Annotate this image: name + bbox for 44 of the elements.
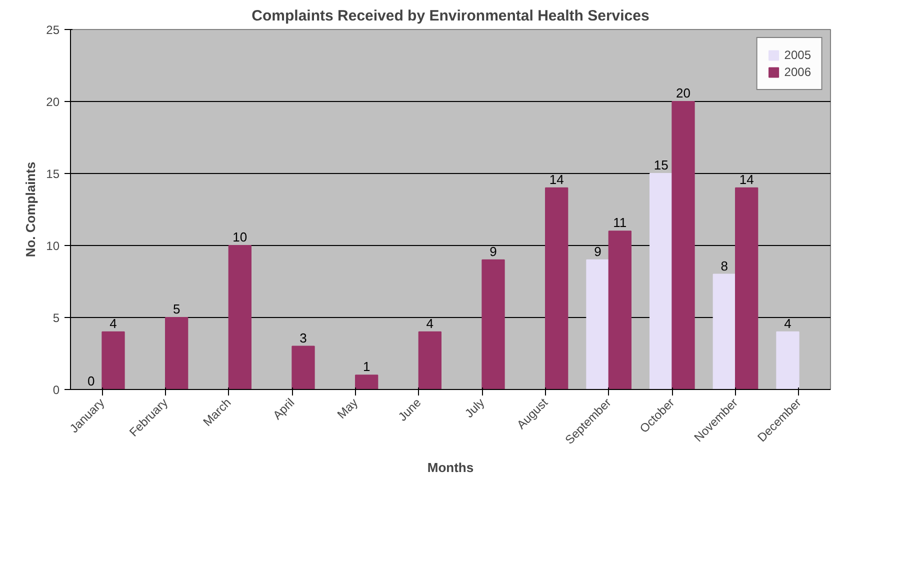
data-label: 14 (549, 172, 564, 187)
legend-label: 2005 (784, 48, 811, 62)
data-label: 15 (654, 158, 668, 172)
x-tick-label: May (334, 396, 360, 422)
data-label: 9 (594, 244, 602, 259)
bar (418, 331, 442, 390)
x-tick-label: July (462, 396, 488, 421)
data-label: 3 (300, 330, 307, 346)
bar (586, 259, 610, 390)
bar (650, 173, 673, 390)
data-label: 4 (784, 316, 792, 331)
data-label: 20 (676, 86, 690, 100)
data-label: 10 (232, 230, 248, 244)
bar (355, 374, 378, 390)
bar (672, 101, 695, 390)
data-label: 9 (490, 244, 497, 259)
bar (228, 245, 252, 390)
bar (608, 230, 632, 390)
y-tick-label: 10 (46, 239, 60, 253)
bar (482, 259, 505, 390)
x-axis-title: Months (427, 460, 474, 475)
bar (102, 331, 125, 390)
y-tick-label: 0 (52, 383, 60, 397)
bar (545, 187, 568, 390)
data-label: 4 (110, 316, 117, 331)
bar (165, 317, 188, 390)
bar (735, 187, 758, 390)
data-label: 8 (720, 258, 728, 274)
data-label: 1 (362, 359, 370, 374)
y-tick-label: 20 (46, 95, 60, 109)
y-tick-label: 25 (46, 23, 60, 37)
bar (712, 274, 736, 390)
y-tick-label: 15 (46, 167, 60, 181)
chart-title: Complaints Received by Environmental Health Services (252, 8, 650, 24)
data-label: 14 (739, 172, 754, 187)
y-axis-title: No. Complaints (23, 162, 38, 258)
data-label: 4 (426, 316, 434, 331)
data-label: 5 (172, 302, 180, 316)
bar (292, 346, 315, 390)
y-tick-label: 5 (52, 311, 60, 325)
data-label: 11 (613, 215, 627, 230)
data-label: 0 (87, 374, 95, 388)
bar (776, 331, 800, 390)
legend-label: 2006 (784, 65, 811, 79)
